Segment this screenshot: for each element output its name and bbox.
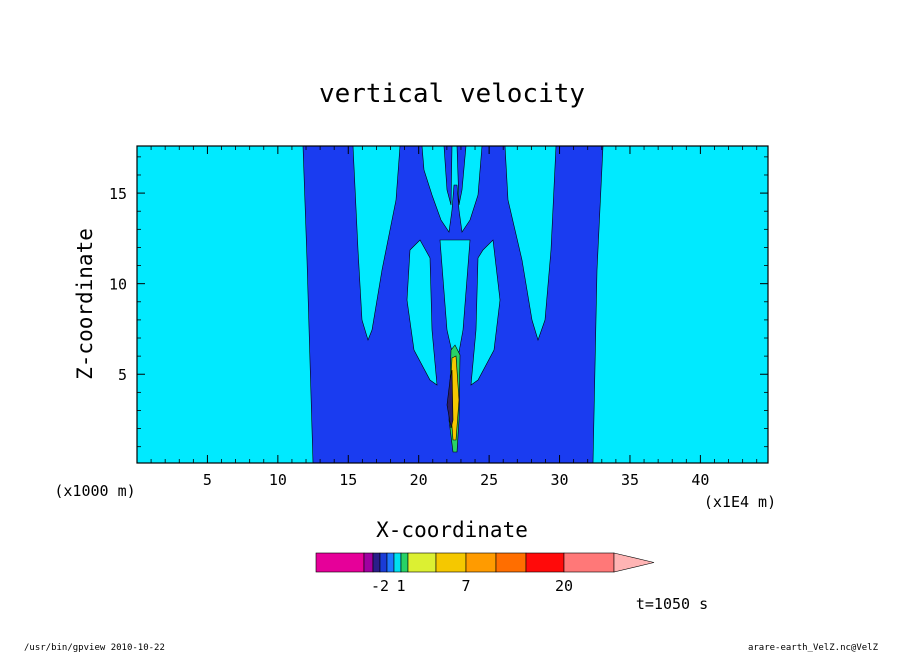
x-tick-label: 40 (691, 471, 709, 489)
field-lobe-left-lower (406, 239, 438, 386)
colorbar-segment (465, 552, 497, 573)
x-tick-label: 20 (410, 471, 428, 489)
field-lobe-right-lower (470, 239, 501, 386)
x-tick-label: 35 (621, 471, 639, 489)
colorbar: -2 1 7 20 (315, 552, 655, 595)
colorbar-tick-label: 20 (555, 577, 573, 595)
x-tick-label: 5 (203, 471, 212, 489)
y-axis-ticks: 5 10 15 (109, 156, 768, 448)
colorbar-tick-label: 7 (461, 577, 470, 595)
colorbar-segment (435, 552, 467, 573)
plot-frame (136, 145, 769, 464)
colorbar-segment (372, 552, 381, 573)
x-unit-label: (x1E4 m) (704, 493, 776, 511)
field-lobe-right-upper (504, 145, 557, 341)
colorbar-tick-label: -2 (371, 577, 389, 595)
colorbar-tick-label: 1 (396, 577, 405, 595)
time-label: t=1050 s (636, 595, 708, 613)
colorbar-segment (315, 552, 365, 573)
x-tick-label: 10 (269, 471, 287, 489)
plot-area (136, 145, 769, 464)
y-tick-label: 15 (109, 185, 127, 203)
y-axis-label: Z-coordinate (73, 228, 97, 380)
footer-left: /usr/bin/gpview 2010-10-22 (24, 643, 165, 653)
chart-title: vertical velocity (319, 79, 585, 109)
field-downdraft-core (446, 369, 454, 429)
y-tick-label: 5 (118, 366, 127, 384)
colorbar-segment (525, 552, 565, 573)
colorbar-segment (393, 552, 402, 573)
x-axis-ticks: 5 10 15 20 25 30 35 40 (150, 146, 758, 489)
y-tick-label: 10 (109, 276, 127, 294)
field-lobe-left-upper (352, 145, 401, 341)
footer-right: arare-earth_VelZ.nc@VelZ (748, 643, 879, 653)
x-tick-label: 25 (480, 471, 498, 489)
colorbar-segment (386, 552, 395, 573)
colorbar-arrow (613, 552, 655, 573)
field-lobe-center (421, 145, 483, 233)
colorbar-segment (563, 552, 615, 573)
x-tick-label: 30 (551, 471, 569, 489)
y-unit-label: (x1000 m) (54, 482, 135, 500)
x-tick-label: 15 (339, 471, 357, 489)
field-center-cyan-column (439, 239, 471, 353)
colorbar-segment (400, 552, 409, 573)
colorbar-segment (363, 552, 374, 573)
x-axis-label: X-coordinate (376, 518, 528, 542)
colorbar-segment (379, 552, 388, 573)
colorbar-segment (495, 552, 527, 573)
colorbar-segment (407, 552, 437, 573)
